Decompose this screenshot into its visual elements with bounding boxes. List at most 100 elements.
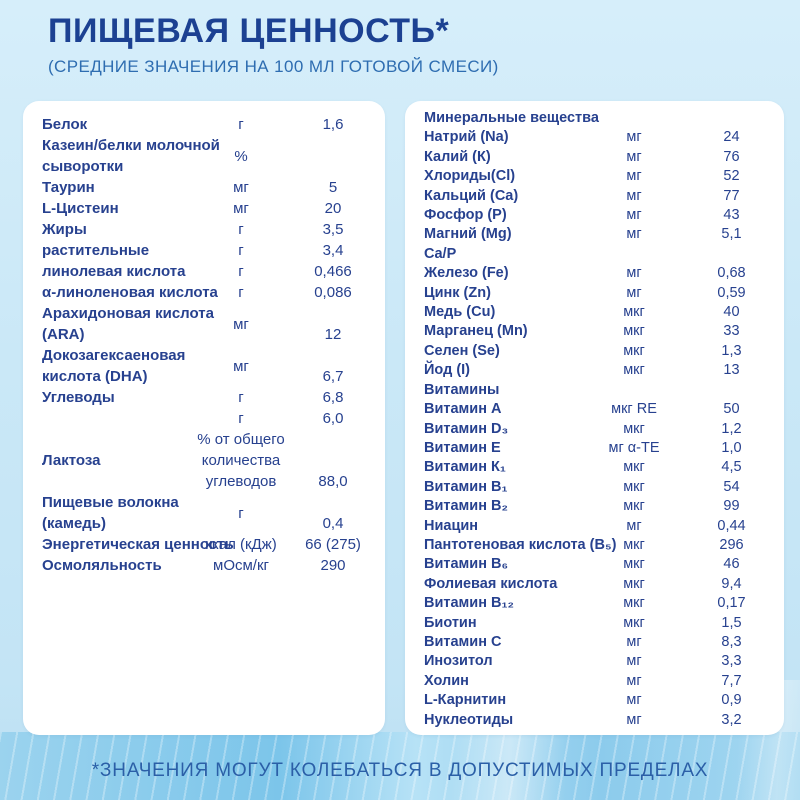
row-unit: мкг [623, 595, 645, 612]
row-unit: мг [626, 207, 642, 224]
row-name: L-Цистеин [42, 200, 119, 217]
table-row: Таурин мг 5 [33, 177, 375, 198]
table-row: Витамин В₁ мкг 54 [415, 478, 774, 497]
row-name: Докозагексаеновая кислота (DHA) [42, 347, 186, 385]
row-unit: мОсм/кг [213, 557, 269, 574]
row-name: Арахидоновая кислота (ARA) [42, 305, 214, 343]
row-unit: мкг [623, 304, 645, 321]
row-unit: мкг [623, 536, 645, 553]
table-row: Фосфор (P) мг 43 [415, 206, 774, 225]
row-name: Таурин [42, 179, 95, 196]
row-name: линолевая кислота [42, 263, 186, 280]
table-row: линолевая кислота г 0,466 [33, 261, 375, 282]
table-row: Углеводы г 6,8 [33, 387, 375, 408]
row-unit: мкг [623, 478, 645, 495]
table-row: Натрий (Na) мг 24 [415, 128, 774, 147]
row-value: 0,17 [717, 595, 746, 612]
row-value: 0,68 [717, 265, 746, 282]
row-value: 3,2 [721, 711, 742, 728]
row-name: Ниацин [424, 517, 479, 534]
row-value: 43 [723, 207, 740, 224]
table-row: Йод (I) мкг 13 [415, 361, 774, 380]
row-unit: мг [233, 200, 249, 217]
row-unit: мг [626, 265, 642, 282]
table-row: Селен (Se) мкг 1,3 [415, 342, 774, 361]
row-name: Лактоза [42, 452, 101, 469]
table-row: г 6,0 [33, 408, 375, 429]
footnote: *ЗНАЧЕНИЯ МОГУТ КОЛЕБАТЬСЯ В ДОПУСТИМЫХ … [91, 760, 709, 781]
row-unit: мг [626, 148, 642, 165]
row-unit: мг [626, 711, 642, 728]
row-name: Кальций (Ca) [424, 187, 519, 204]
row-name: Витамин А [424, 401, 502, 418]
row-value: 290 [320, 557, 346, 574]
table-row: растительные г 3,4 [33, 240, 375, 261]
page-subtitle: (СРЕДНИЕ ЗНАЧЕНИЯ НА 100 МЛ ГОТОВОЙ СМЕС… [48, 57, 499, 76]
table-row: Витамин Е мг α-TE 1,0 [415, 439, 774, 458]
row-unit: г [238, 410, 244, 427]
row-value: 20 [324, 200, 342, 217]
table-row: Витамин С мг 8,3 [415, 633, 774, 652]
row-value: 7,7 [721, 672, 742, 689]
row-name: Витамины [424, 381, 500, 398]
row-value: 6,8 [322, 389, 344, 406]
row-value: 0,59 [717, 284, 746, 301]
row-name: Калий (К) [424, 148, 491, 165]
row-name: Железо (Fe) [424, 265, 509, 282]
table-row: Кальций (Ca) мг 77 [415, 187, 774, 206]
table-row: Казеин/белки молочной сыворотки% [33, 135, 375, 177]
row-name: Натрий (Na) [424, 129, 509, 146]
row-unit: % [234, 147, 248, 165]
row-value: 46 [723, 556, 740, 573]
row-name: Медь (Cu) [424, 304, 496, 321]
row-value: 54 [723, 478, 740, 495]
table-row: Цинк (Zn) мг 0,59 [415, 284, 774, 303]
row-name: L-Карнитин [424, 692, 507, 709]
row-unit: мг [233, 315, 249, 333]
row-value: 76 [723, 148, 740, 165]
table-row: Докозагексаеновая кислота (DHA) мг 6,7 [33, 345, 375, 387]
table-row: Витамин К₁ мкг 4,5 [415, 458, 774, 477]
row-value: 12 [324, 326, 342, 343]
table-row: Витамин В₂ мкг 99 [415, 497, 774, 516]
row-value: 1,3 [721, 342, 742, 359]
table-row: Белок г 1,6 [33, 114, 375, 135]
row-name: Энергетическая ценность [42, 536, 234, 553]
row-value: 40 [723, 304, 740, 321]
row-value: 1,6 [322, 116, 344, 133]
minerals-vitamins-panel: Минеральные вещества Натрий (Na) мг 24 Калий… [405, 101, 784, 735]
row-unit: г [238, 116, 244, 133]
row-value: 6,0 [322, 410, 344, 427]
row-value: 99 [723, 498, 740, 515]
row-name: Витамин К₁ [424, 459, 506, 476]
row-value: 1,2 [721, 420, 742, 437]
table-row: Витамин D₃ мкг 1,2 [415, 420, 774, 439]
row-value: 50 [723, 401, 740, 418]
table-row: Медь (Cu) мкг 40 [415, 303, 774, 322]
row-unit: мг [626, 633, 642, 650]
table-row: Арахидоновая кислота (ARA) мг 12 [33, 303, 375, 345]
row-name: Пищевые волокна (камедь) [42, 494, 179, 532]
row-name: Пантотеновая кислота (В₅) [424, 536, 617, 553]
row-value: 88,0 [318, 473, 348, 490]
page-title: ПИЩЕВАЯ ЦЕННОСТЬ* [48, 12, 450, 50]
row-name: Витамин В₁₂ [424, 595, 514, 612]
row-unit: г [238, 504, 244, 522]
row-name: Витамин D₃ [424, 420, 509, 437]
row-name: Витамин С [424, 633, 502, 650]
row-value: 3,3 [721, 653, 742, 670]
table-row: Пищевые волокна (камедь) г 0,4 [33, 492, 375, 534]
row-name: Казеин/белки молочной сыворотки [42, 137, 220, 175]
row-unit: мг [626, 284, 642, 301]
table-row: Холин мг 7,7 [415, 672, 774, 691]
row-unit: мг [233, 179, 249, 196]
row-name: Цинк (Zn) [424, 284, 491, 301]
row-value: 1,0 [721, 439, 742, 456]
row-unit: мкг [623, 362, 645, 379]
table-row: Витамин А мкг RE 50 [415, 400, 774, 419]
row-unit: мкг [623, 420, 645, 437]
table-row: L-Карнитин мг 0,9 [415, 691, 774, 710]
row-name: Марганец (Mn) [424, 323, 528, 340]
macronutrients-panel: Белок г 1,6 Казеин/белки молочной сыворотки… [23, 101, 385, 735]
row-unit: мг [626, 692, 642, 709]
